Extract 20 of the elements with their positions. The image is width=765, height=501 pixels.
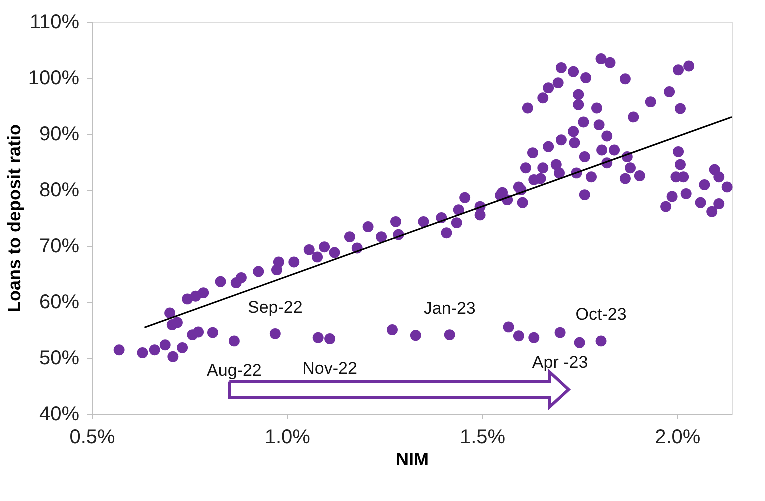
annotation: Aug-22 xyxy=(207,361,262,380)
annotation: Nov-22 xyxy=(302,358,358,378)
y-tick-label: 100% xyxy=(28,68,80,90)
y-axis-title: Loans to deposit ratio xyxy=(4,124,24,313)
y-tick-label: 80% xyxy=(39,180,80,202)
x-tick-label: 1.5% xyxy=(460,426,506,448)
x-axis-title: NIM xyxy=(396,450,429,470)
x-tick-label: 1.0% xyxy=(264,426,311,448)
x-tick-label: 0.5% xyxy=(70,426,116,448)
y-tick-label: 50% xyxy=(39,348,80,370)
y-tick-label: 90% xyxy=(39,124,80,146)
x-tick-label: 2.0% xyxy=(655,426,701,448)
y-tick-label: 70% xyxy=(39,236,80,258)
y-tick-label: 110% xyxy=(30,12,80,34)
annotation: Sep-22 xyxy=(248,298,303,317)
y-tick-label: 60% xyxy=(39,292,80,314)
y-tick-label: 40% xyxy=(39,404,80,426)
annotation: Oct-23 xyxy=(576,305,627,324)
annotation: Apr -23 xyxy=(532,352,588,372)
annotation: Jan-23 xyxy=(424,299,476,318)
